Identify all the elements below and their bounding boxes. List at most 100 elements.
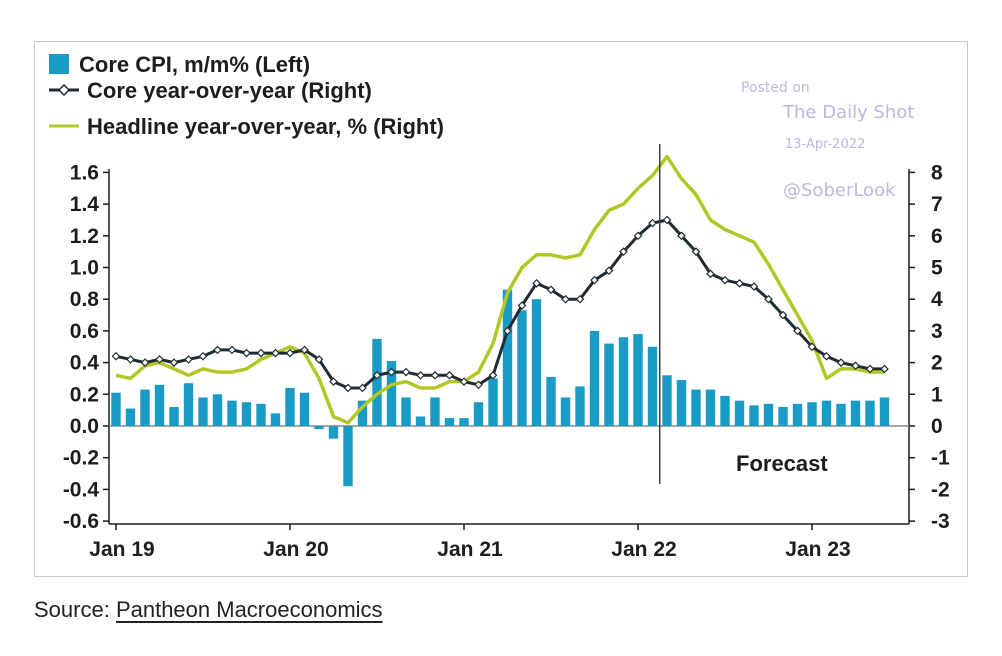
- core-cpi-bar: [778, 406, 788, 426]
- core-yoy-point: [691, 247, 701, 256]
- core-cpi-bar: [662, 375, 672, 426]
- core-yoy-point: [140, 358, 150, 367]
- core-cpi-bar: [125, 408, 136, 426]
- right-tick-label: 6: [931, 225, 943, 248]
- core-yoy-point: [459, 377, 469, 386]
- core-cpi-bar: [720, 395, 730, 426]
- core-yoy-point: [807, 342, 817, 352]
- core-yoy-point: [372, 370, 382, 380]
- core-yoy-point: [735, 279, 744, 288]
- legend-label-core-cpi: Core CPI, m/m% (Left): [79, 52, 310, 77]
- core-cpi-bar: [850, 400, 861, 426]
- core-cpi-bar: [183, 383, 194, 426]
- core-yoy-point: [126, 355, 135, 364]
- core-cpi-bar: [459, 418, 469, 426]
- core-yoy-point: [662, 215, 672, 225]
- core-yoy-point: [198, 351, 208, 361]
- core-yoy-point: [677, 231, 686, 241]
- core-cpi-bar: [618, 337, 629, 426]
- left-tick-label: 1.4: [70, 193, 100, 216]
- left-tick-label: -0.4: [63, 478, 100, 501]
- core-yoy-point: [169, 358, 179, 367]
- core-yoy-point: [358, 383, 367, 393]
- core-yoy-point: [155, 355, 164, 364]
- watermark: Posted on The Daily Shot 13-Apr-2022 @So…: [741, 80, 914, 201]
- core-cpi-bar: [343, 426, 353, 487]
- right-tick-label: -1: [931, 447, 950, 470]
- right-tick-label: 2: [931, 352, 943, 375]
- headline-yoy-line: [115, 154, 885, 425]
- core-yoy-point: [271, 348, 280, 358]
- core-cpi-bar: [575, 386, 585, 426]
- core-yoy-point: [517, 301, 527, 310]
- core-cpi-bar: [589, 330, 600, 426]
- left-axis-ticks: 1.6 1.4 1.2 1.0 0.8 0.6 0.4 0.2 0.0 -0.2 -0.4 -0.6: [63, 161, 109, 533]
- core-yoy-line: [115, 218, 885, 390]
- core-cpi-bar: [792, 403, 803, 426]
- core-cpi-bar: [647, 346, 658, 426]
- right-tick-label: 4: [931, 288, 943, 311]
- core-yoy-point: [822, 351, 831, 361]
- x-tick-label: Jan 21: [437, 538, 503, 561]
- core-cpi-bar: [140, 389, 150, 426]
- core-cpi-bar: [314, 426, 324, 430]
- left-tick-label: 1.6: [70, 161, 99, 184]
- core-cpi-bar: [328, 426, 339, 439]
- core-yoy-point: [184, 355, 193, 364]
- right-tick-label: -2: [931, 478, 950, 501]
- core-yoy-point: [778, 310, 788, 320]
- core-yoy-point: [242, 348, 251, 358]
- core-yoy-point: [764, 294, 773, 304]
- core-cpi-bar: [676, 380, 687, 426]
- core-yoy-point: [300, 345, 309, 355]
- source-prefix: Source:: [34, 597, 116, 622]
- core-yoy-point: [532, 279, 541, 288]
- core-yoy-point: [474, 380, 483, 390]
- core-cpi-bar: [705, 389, 716, 426]
- right-tick-label: 5: [931, 257, 943, 280]
- legend-label-core-yoy: Core year-over-year (Right): [87, 78, 372, 103]
- core-cpi-bar: [444, 418, 455, 426]
- core-cpi-bar: [401, 397, 411, 426]
- left-tick-label: -0.2: [63, 447, 99, 470]
- left-tick-label: 0.2: [70, 383, 99, 406]
- legend-label-headline-yoy: Headline year-over-year, % (Right): [87, 114, 444, 139]
- core-yoy-point: [285, 348, 295, 358]
- right-tick-label: 7: [931, 193, 943, 216]
- core-cpi-bar: [270, 413, 281, 426]
- source-link[interactable]: Pantheon Macroeconomics: [115, 597, 383, 622]
- core-cpi-bars: [111, 289, 890, 487]
- watermark-date: 13-Apr-2022: [785, 137, 865, 152]
- core-cpi-bar: [227, 400, 237, 426]
- core-cpi-bar: [546, 376, 556, 426]
- core-yoy-point: [445, 370, 454, 380]
- core-yoy-point: [401, 367, 411, 377]
- core-cpi-bar: [807, 402, 817, 426]
- left-tick-label: 0.4: [70, 352, 100, 375]
- core-cpi-bar: [241, 402, 252, 426]
- watermark-handle: @SoberLook: [783, 180, 896, 201]
- right-tick-label: 3: [931, 320, 943, 343]
- right-tick-label: -3: [931, 510, 950, 533]
- core-cpi-bar: [473, 402, 484, 426]
- core-cpi-bar: [879, 397, 890, 426]
- core-cpi-bar: [763, 403, 774, 426]
- forecast-label: Forecast: [736, 451, 828, 476]
- core-yoy-point: [387, 367, 396, 377]
- core-yoy-point: [430, 370, 440, 380]
- core-cpi-bar: [299, 392, 310, 426]
- core-yoy-point: [633, 231, 643, 241]
- core-yoy-point: [619, 247, 628, 256]
- x-axis-ticks: Jan 19 Jan 20 Jan 21 Jan 22 Jan 23: [89, 524, 851, 561]
- core-yoy-point: [720, 275, 730, 285]
- core-cpi-bar: [111, 392, 121, 426]
- yoy-lines: [111, 154, 889, 425]
- core-yoy-point: [488, 370, 498, 380]
- left-tick-label: 1.2: [70, 225, 99, 248]
- core-cpi-bar: [430, 397, 440, 426]
- core-yoy-point: [343, 383, 353, 393]
- core-yoy-point: [561, 294, 570, 304]
- core-yoy-point: [590, 275, 599, 285]
- x-tick-label: Jan 19: [89, 538, 154, 561]
- core-cpi-bar: [517, 310, 527, 426]
